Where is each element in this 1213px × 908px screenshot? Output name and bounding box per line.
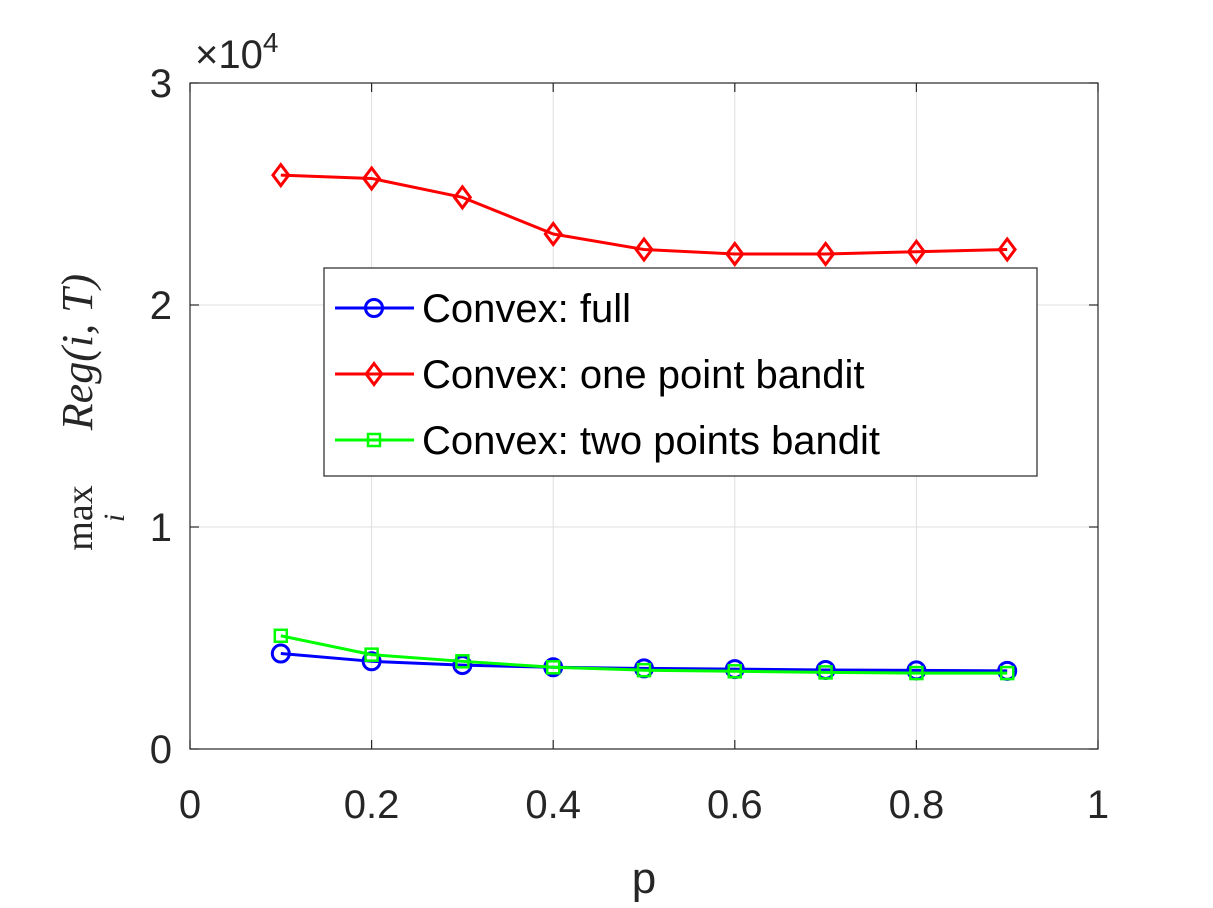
square-marker xyxy=(455,654,470,669)
y-exponent-label: ×104 xyxy=(195,27,278,77)
legend-diamond-marker xyxy=(364,361,384,387)
diamond-marker xyxy=(543,220,563,247)
axes xyxy=(189,82,1099,750)
axes-box xyxy=(189,82,1099,750)
y-axis-label: max i Reg(i, T) xyxy=(53,274,131,551)
x-tick-label: 0.8 xyxy=(889,783,945,827)
y-axis-label-operator: max xyxy=(59,485,101,550)
legend: Convex: full Convex: one point bandit Conv… xyxy=(323,267,1038,477)
diamond-marker xyxy=(361,165,382,192)
circle-marker xyxy=(361,651,382,672)
x-tick-label: 0.2 xyxy=(344,783,400,827)
series-line xyxy=(280,634,1008,675)
circle-marker xyxy=(452,655,473,676)
diamond-marker xyxy=(906,238,927,265)
square-marker xyxy=(364,647,379,662)
x-tick-label: 0.6 xyxy=(707,783,763,827)
series-1 xyxy=(271,162,1017,267)
diamond-marker xyxy=(634,236,654,263)
legend-square-marker xyxy=(366,432,382,448)
diamond-marker xyxy=(271,162,291,189)
legend-item: Convex: full xyxy=(335,287,631,331)
y-exponent-power: 4 xyxy=(263,27,279,58)
legend-label: Convex: two points bandit xyxy=(422,419,880,463)
square-marker xyxy=(545,660,561,675)
y-exponent-base: ×10 xyxy=(195,33,263,77)
tick-labels: 0 0.2 0.4 0.6 0.8 1 0 1 2 3 xyxy=(150,62,1109,827)
series-line xyxy=(280,652,1008,673)
square-marker xyxy=(909,665,924,681)
y-tick-label: 1 xyxy=(150,506,172,550)
circle-marker xyxy=(270,643,291,664)
square-marker xyxy=(273,628,289,644)
series-line xyxy=(280,173,1008,256)
y-axis-label-subscript: i xyxy=(98,514,131,522)
series-group xyxy=(270,162,1018,681)
x-tick-label: 0.4 xyxy=(525,783,581,827)
legend-item: Convex: one point bandit xyxy=(335,353,865,397)
diamond-marker xyxy=(452,184,473,211)
x-tick-label: 0 xyxy=(179,783,201,827)
diamond-marker xyxy=(725,240,745,267)
legend-label: Convex: one point bandit xyxy=(422,353,865,397)
diamond-marker xyxy=(815,240,836,267)
series-2 xyxy=(273,628,1015,681)
y-axis-label-expression: Reg(i, T) xyxy=(53,274,102,431)
y-tick-label: 2 xyxy=(150,284,172,328)
x-axis-label: p xyxy=(632,854,656,903)
diamond-marker xyxy=(997,236,1017,263)
legend-circle-marker xyxy=(364,298,384,318)
square-marker xyxy=(636,662,652,678)
x-tick-label: 1 xyxy=(1087,783,1109,827)
square-marker xyxy=(999,665,1015,681)
legend-item: Convex: two points bandit xyxy=(335,419,880,463)
legend-label: Convex: full xyxy=(422,287,631,331)
y-tick-label: 0 xyxy=(150,728,172,772)
square-marker xyxy=(727,664,743,679)
y-tick-label: 3 xyxy=(150,62,172,106)
square-marker xyxy=(818,665,833,680)
legend-box xyxy=(323,267,1038,477)
